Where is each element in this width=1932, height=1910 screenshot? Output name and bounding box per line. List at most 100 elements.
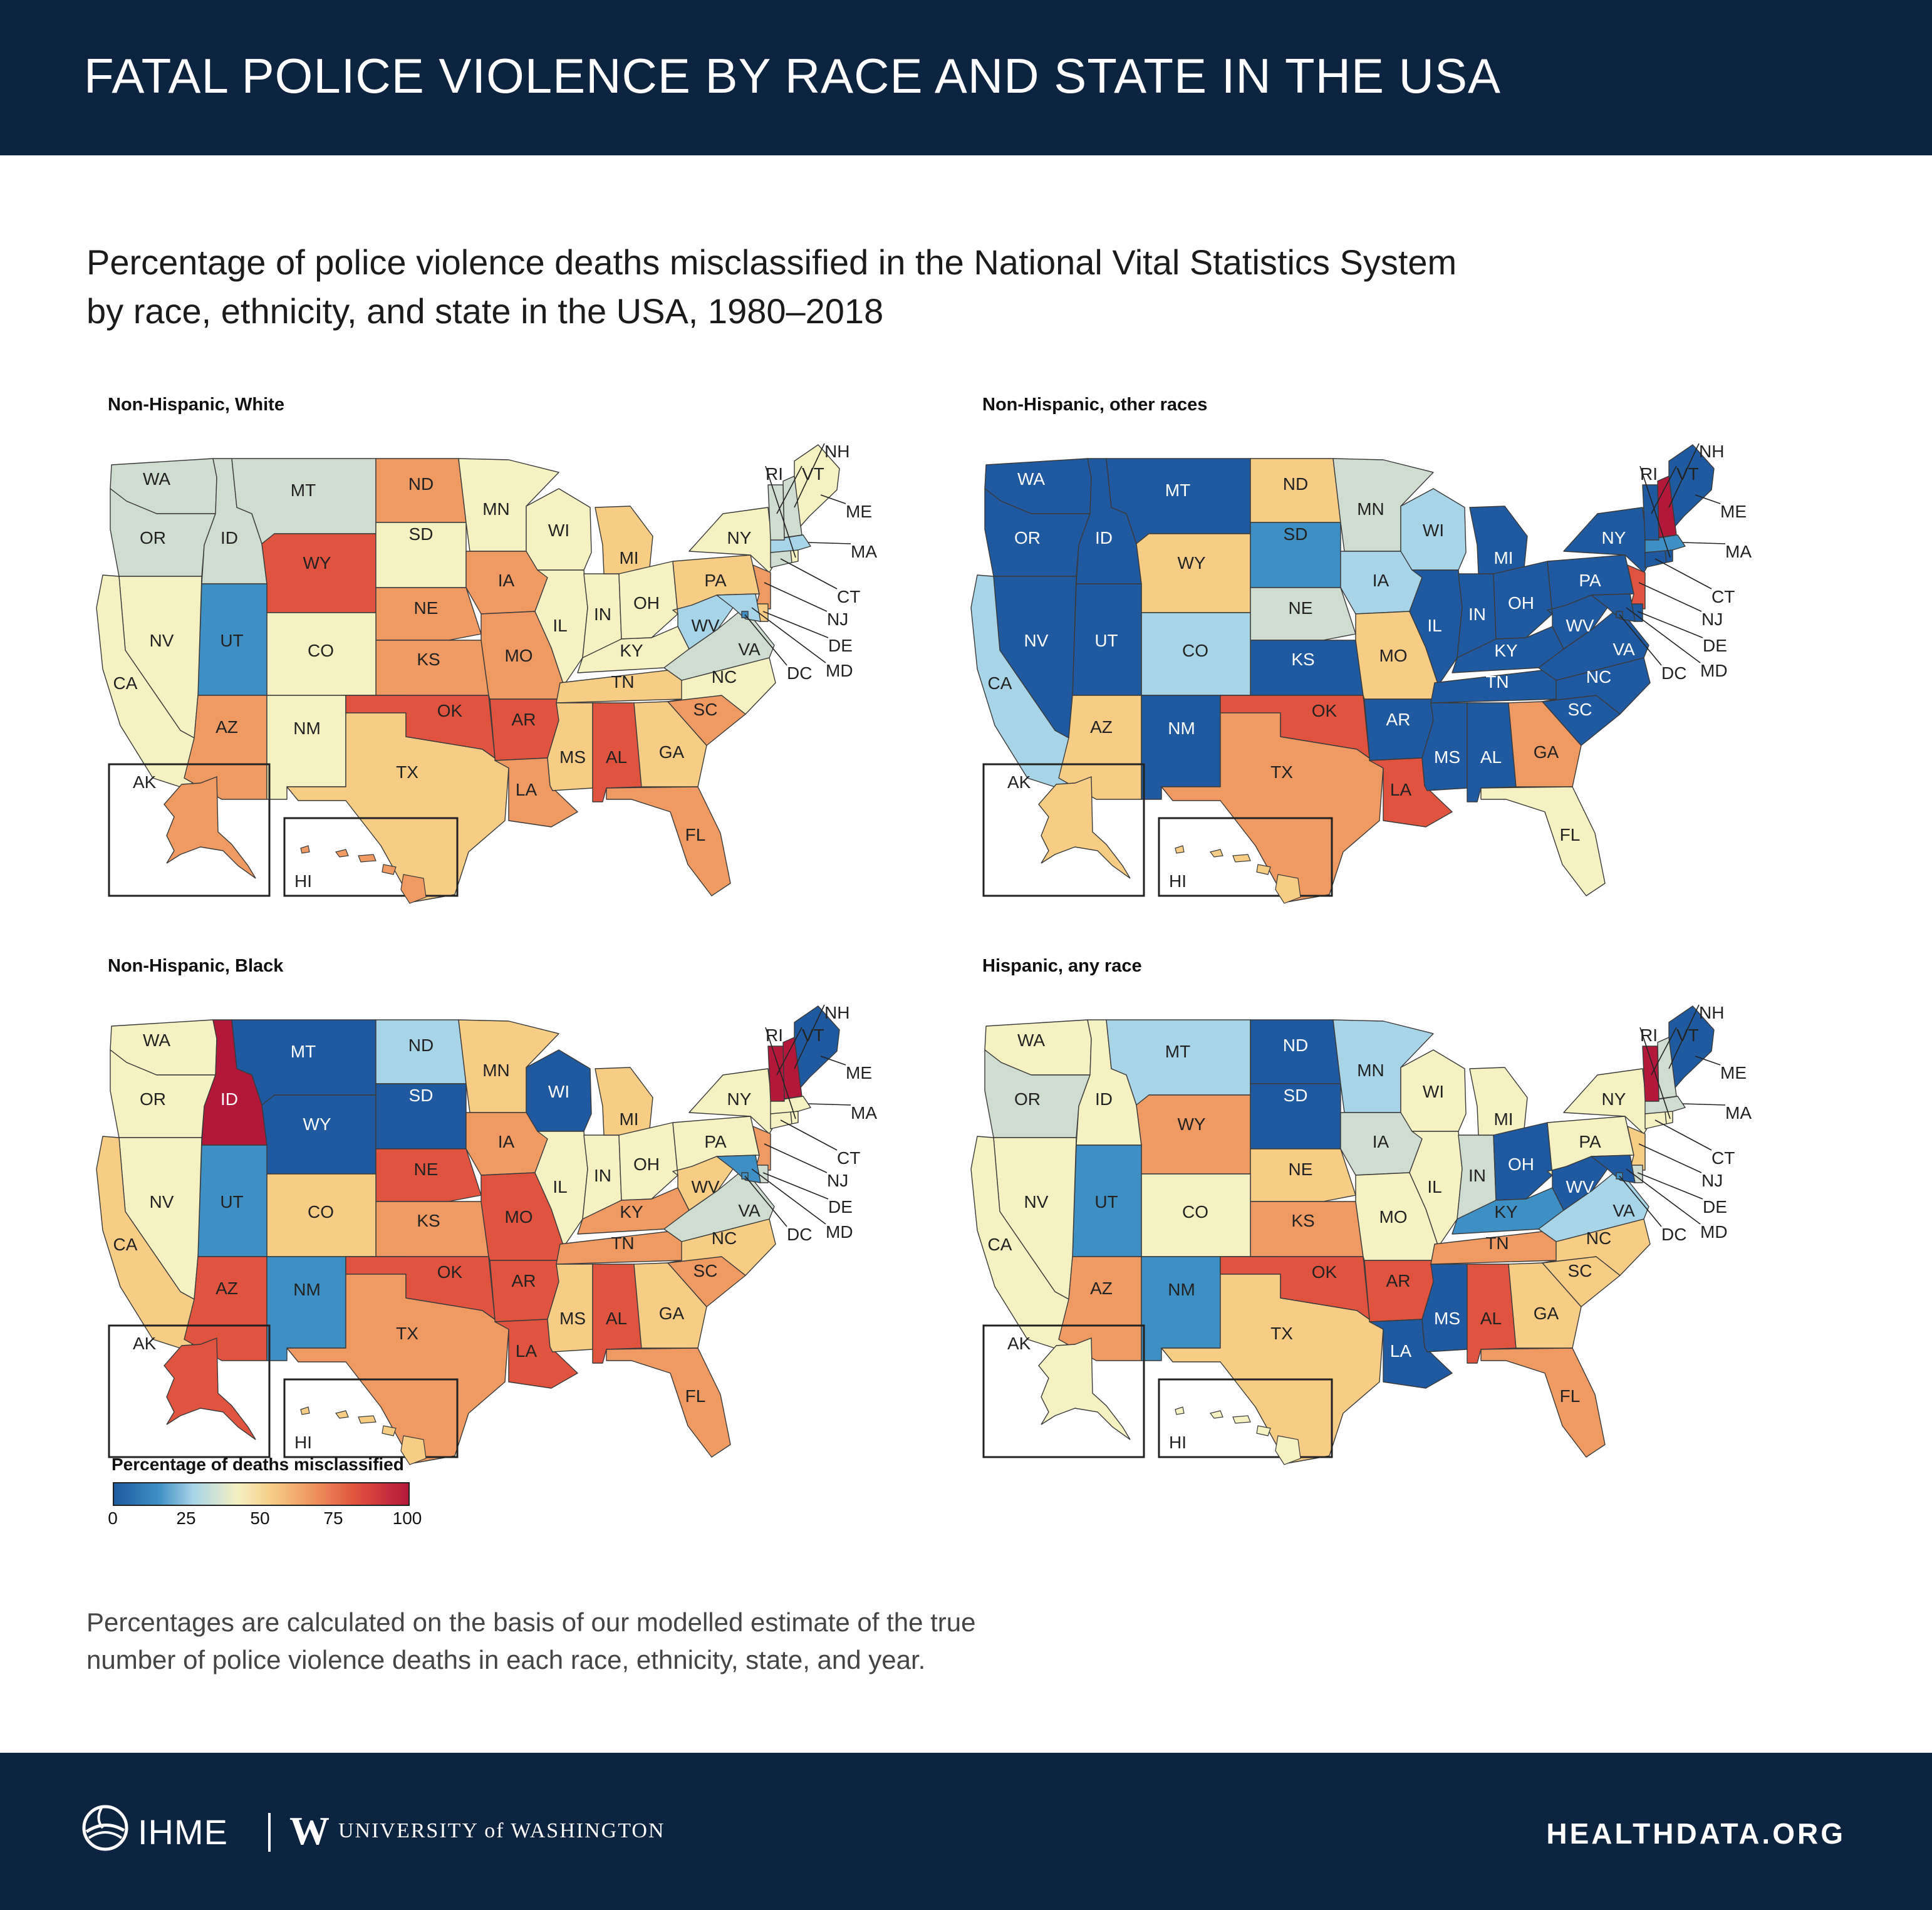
state-ok-region [1220,695,1370,759]
alaska-inset-group: AK [982,763,1145,897]
chart-subtitle: Percentage of police violence deaths mis… [86,238,1465,336]
state-label-in: IN [1468,605,1486,624]
callout-line-md [1626,1168,1701,1225]
alaska-label: AK [1007,1334,1031,1353]
callout-label-nj: NJ [827,610,848,629]
state-label-ut: UT [220,1192,243,1212]
state-label-co: CO [308,641,334,660]
state-md-region [716,593,761,622]
state-wy-region [1136,533,1251,613]
callout-label-dc: DC [1661,1225,1686,1244]
state-ri-region [1665,549,1673,563]
state-wi-region [526,488,592,571]
state-wi-region [526,1049,592,1132]
callout-line-nh [1668,443,1700,508]
state-wy-region [1136,1094,1251,1175]
hawaii-label: HI [294,871,312,891]
legend-tick: 50 [250,1508,270,1528]
state-label-nm: NM [293,719,321,738]
state-label-mi: MI [619,548,638,568]
callout-label-ma: MA [1725,1103,1752,1123]
state-label-nc: NC [712,1228,737,1248]
state-label-wv: WV [1566,1177,1594,1196]
state-label-sd: SD [409,1086,434,1105]
state-hi-island [1175,845,1185,854]
legend-tick: 0 [108,1508,118,1528]
state-hi-island [1232,854,1251,863]
callout-label-ct: CT [1711,1148,1735,1168]
state-label-mt: MT [1165,1042,1190,1061]
state-label-mo: MO [1379,646,1407,665]
state-label-nc: NC [712,667,737,687]
map-title: Non-Hispanic, other races [982,395,1208,415]
states-layer [96,444,840,903]
state-label-il: IL [1427,1177,1441,1196]
state-label-in: IN [1468,1166,1486,1185]
state-label-la: LA [1390,1341,1412,1361]
state-label-ks: KS [417,650,440,669]
state-label-wv: WV [691,616,719,635]
state-nh-region [782,475,802,538]
state-label-sd: SD [1284,1086,1308,1105]
state-va-region [1538,607,1649,681]
state-label-ms: MS [559,747,586,767]
callout-label-me: ME [1720,1063,1747,1082]
state-nc-region [1542,1218,1651,1276]
state-labels-layer: WA OR ID MT WY ND SD NE KS CO UT NV CA AZ NM TX OK MN IA MO… [113,469,761,844]
state-pa-region [672,1116,760,1176]
alaska-label: AK [1007,772,1031,792]
state-label-ca: CA [988,673,1012,693]
hawaii-inset: HI [1158,1378,1333,1465]
state-pa-region [672,554,760,615]
state-hi-island [1209,849,1223,858]
state-label-wv: WV [691,1177,719,1196]
callout-label-me: ME [846,502,872,521]
callout-line-ri [765,1027,796,1119]
state-label-ar: AR [1386,710,1411,729]
state-label-ms: MS [1434,747,1460,767]
subtitle-line-1: Percentage of police violence deaths mis… [86,242,1457,282]
state-label-il: IL [553,1177,567,1196]
state-label-nm: NM [1168,1280,1195,1299]
state-label-al: AL [1480,747,1502,767]
state-label-tn: TN [1485,1233,1509,1253]
state-wy-region [261,533,377,613]
state-label-mn: MN [1357,1061,1384,1080]
hawaii-label: HI [294,1433,312,1452]
state-label-nv: NV [150,1192,174,1212]
state-nh-region [1657,1037,1677,1099]
state-hi-island [358,1415,377,1424]
callout-label-nj: NJ [1701,1171,1723,1190]
state-label-fl: FL [685,825,706,844]
state-ri-region [1665,1111,1673,1124]
state-label-va: VA [738,640,761,659]
state-label-ga: GA [659,1304,685,1323]
hawaii-label: HI [1169,871,1187,891]
state-label-il: IL [1427,616,1441,635]
state-label-wa: WA [143,469,170,489]
callout-line-nj [1638,1143,1702,1173]
callout-label-md: MD [826,1222,853,1242]
state-nc-region [1542,657,1651,715]
callout-line-ri [765,465,796,558]
website-link[interactable]: HEALTHDATA.ORG [1546,1817,1846,1850]
alaska-inset-frame [982,763,1145,897]
legend-tick: 25 [176,1508,196,1528]
state-label-ut: UT [1094,631,1118,650]
state-pa-region [1547,554,1634,615]
callout-line-nh [794,443,825,508]
state-label-la: LA [516,1341,538,1361]
state-label-ia: IA [498,571,515,590]
callout-line-me [820,494,846,504]
state-hi-island [358,854,377,863]
state-label-pa: PA [704,571,727,590]
state-ga-region [1508,701,1582,787]
callout-label-ri: RI [1640,1025,1658,1045]
callout-label-dc: DC [787,663,812,683]
state-label-il: IL [553,616,567,635]
state-label-ky: KY [620,641,643,660]
